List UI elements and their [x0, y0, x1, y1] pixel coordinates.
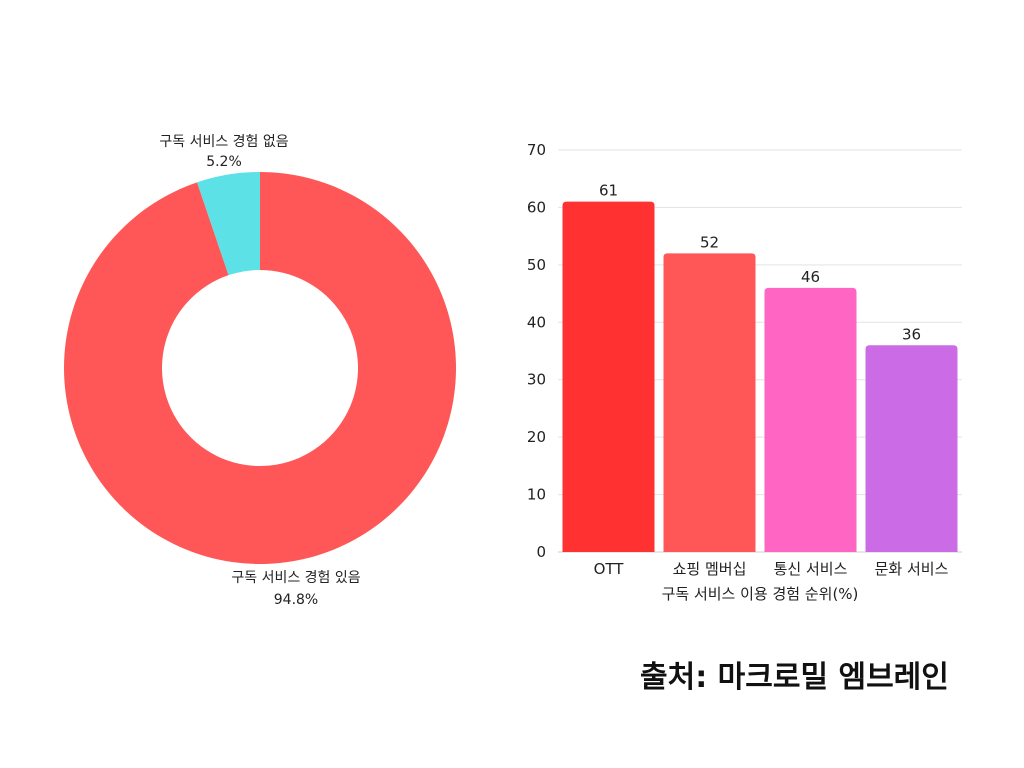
bar-2 [663, 253, 756, 552]
donut-chart: 구독 서비스 경험 있음 94.8% 구독 서비스 경험 없음 5.2% [63, 134, 456, 608]
bar-3 [764, 287, 857, 552]
bar-chart: 0 10 20 30 40 50 60 70 61 OTT 52 쇼핑 멤버십 46 통신 서비스 36 문화… [527, 141, 962, 603]
donut-value-2: 5.2% [206, 154, 242, 170]
bar-value-label-1: 61 [599, 182, 618, 200]
y-tick-label-20: 20 [527, 428, 546, 446]
x-tick-label-4: 문화 서비스 [875, 560, 949, 578]
y-tick-label-40: 40 [527, 313, 546, 331]
y-tick-label-50: 50 [527, 256, 546, 274]
donut-label-1: 구독 서비스 경험 있음 [231, 570, 360, 586]
y-tick-label-60: 60 [527, 198, 546, 216]
bar-value-label-3: 46 [801, 268, 820, 286]
x-tick-label-2: 쇼핑 멤버십 [673, 560, 747, 578]
x-tick-label-1: OTT [594, 560, 625, 578]
y-tick-label-0: 0 [536, 543, 546, 561]
x-axis-title: 구독 서비스 이용 경험 순위(%) [662, 585, 859, 603]
y-tick-label-10: 10 [527, 486, 546, 504]
bar-value-label-2: 52 [700, 233, 719, 251]
bar-value-label-4: 36 [902, 325, 921, 343]
donut-slice-1 [63, 172, 456, 564]
bar-1 [562, 201, 655, 552]
x-tick-label-3: 통신 서비스 [774, 560, 848, 578]
donut-value-1: 94.8% [274, 592, 318, 608]
y-tick-label-70: 70 [527, 141, 546, 159]
source-caption: 출처: 마크로밀 엠브레인 [640, 660, 949, 695]
bar-4 [865, 345, 958, 552]
donut-slice-2 [197, 172, 260, 276]
donut-label-2: 구독 서비스 경험 없음 [159, 134, 288, 150]
y-tick-label-30: 30 [527, 371, 546, 389]
